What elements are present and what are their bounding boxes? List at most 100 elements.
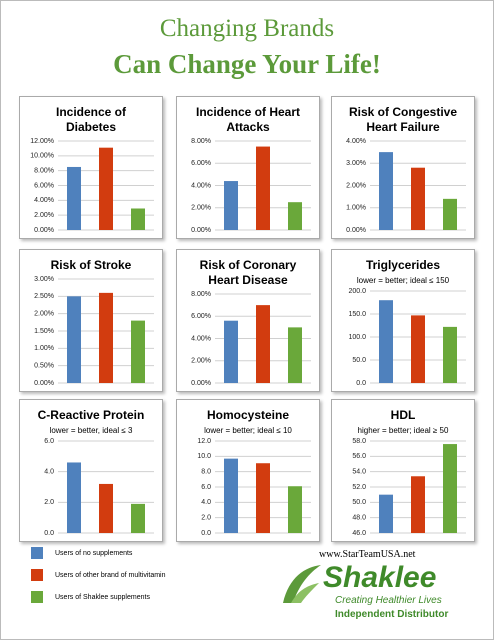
y-tick-label: 4.0 <box>201 499 211 506</box>
brand: Shaklee <box>323 561 437 594</box>
chart: 46.0 48.0 50.0 52.0 54.0 56.0 58.0 <box>352 438 466 537</box>
chart-panel: Risk of Stroke 0.00% 0.50% 1.00% 1.50% 2.00% 2… <box>19 249 163 392</box>
bar <box>131 320 145 383</box>
y-tick-label: 200.0 <box>348 288 366 295</box>
chart-title: Risk of Coronary Heart Disease <box>199 258 297 287</box>
y-tick-label: 1.00% <box>34 345 54 352</box>
legend-swatch <box>31 569 43 581</box>
y-tick-label: 2.00% <box>346 182 366 189</box>
bar <box>67 462 81 533</box>
bar <box>224 181 238 230</box>
bar <box>224 320 238 383</box>
bar <box>443 444 457 533</box>
chart-title: Incidence of Heart Attacks <box>195 105 301 134</box>
bar <box>67 296 81 383</box>
y-tick-label: 2.0 <box>201 515 211 522</box>
y-tick-label: 12.00% <box>30 138 54 145</box>
y-tick-label: 50.0 <box>352 357 366 364</box>
bar <box>411 167 425 230</box>
chart-title: HDL <box>390 408 416 422</box>
y-tick-label: 6.00% <box>34 182 54 189</box>
y-tick-label: 10.0 <box>197 453 211 460</box>
y-tick-label: 8.00% <box>191 291 211 298</box>
chart-panel: Risk of Congestive Heart Failure 0.00% 1.0… <box>331 96 475 239</box>
y-tick-label: 8.0 <box>201 469 211 476</box>
chart-panel: Incidence of Diabetes 0.00% 2.00% 4.00% 6.00… <box>19 96 163 239</box>
y-tick-label: 6.0 <box>201 484 211 491</box>
y-tick-label: 6.0 <box>44 438 54 445</box>
bar <box>379 300 393 383</box>
bar <box>256 305 270 383</box>
chart: 0.0 2.0 4.0 6.0 <box>44 438 154 537</box>
bar <box>67 166 81 230</box>
chart-subtitle: lower = better, ideal ≤ 3 <box>49 426 133 435</box>
y-tick-label: 0.0 <box>44 530 54 537</box>
legend-swatch <box>31 591 43 603</box>
y-tick-label: 1.50% <box>34 328 54 335</box>
y-tick-label: 3.00% <box>346 160 366 167</box>
role: Independent Distributor <box>335 609 449 620</box>
chart-title: Incidence of Diabetes <box>55 105 126 134</box>
y-tick-label: 2.00% <box>191 358 211 365</box>
chart: 0.0 50.0 100.0 150.0 200.0 <box>348 288 466 387</box>
chart-subtitle: higher = better; ideal ≥ 50 <box>357 426 449 435</box>
y-tick-label: 100.0 <box>348 334 366 341</box>
bar <box>411 315 425 383</box>
y-tick-label: 4.0 <box>44 469 54 476</box>
chart-title: C-Reactive Protein <box>37 408 145 422</box>
y-tick-label: 2.00% <box>191 205 211 212</box>
legend-label: Users of other brand of multivitamin <box>55 571 166 579</box>
legend-item: Users of Shaklee supplements <box>31 591 150 603</box>
chart-title: Triglycerides <box>365 258 441 272</box>
bar <box>288 327 302 383</box>
chart-panel: HDL higher = better; ideal ≥ 50 46.0 48.0 50… <box>331 399 475 542</box>
y-tick-label: 0.0 <box>201 530 211 537</box>
chart: 0.00% 2.00% 4.00% 6.00% 8.00% 10.00% 12.00% <box>30 138 154 234</box>
bar <box>99 292 113 383</box>
y-tick-label: 4.00% <box>191 335 211 342</box>
y-tick-label: 8.00% <box>191 138 211 145</box>
bar <box>131 503 145 533</box>
y-tick-label: 2.00% <box>34 212 54 219</box>
y-tick-label: 0.00% <box>191 380 211 387</box>
chart: 0.00% 1.00% 2.00% 3.00% 4.00% <box>346 138 466 234</box>
bar <box>256 463 270 533</box>
y-tick-label: 48.0 <box>352 515 366 522</box>
bar <box>411 476 425 533</box>
y-tick-label: 2.0 <box>44 499 54 506</box>
bar <box>256 146 270 230</box>
legend-item: Users of other brand of multivitamin <box>31 569 166 581</box>
y-tick-label: 6.00% <box>191 160 211 167</box>
y-tick-label: 4.00% <box>346 138 366 145</box>
y-tick-label: 0.50% <box>34 363 54 370</box>
chart: 0.00% 0.50% 1.00% 1.50% 2.00% 2.50% 3.00% <box>34 276 154 387</box>
bar <box>288 486 302 533</box>
bar <box>443 326 457 383</box>
tagline: Creating Healthier Lives <box>335 595 442 606</box>
y-tick-label: 46.0 <box>352 530 366 537</box>
y-tick-label: 0.0 <box>356 380 366 387</box>
y-tick-label: 0.00% <box>34 227 54 234</box>
y-tick-label: 56.0 <box>352 453 366 460</box>
chart-panel: Triglycerides lower = better; ideal ≤ 150… <box>331 249 475 392</box>
y-tick-label: 54.0 <box>352 469 366 476</box>
bar <box>443 198 457 230</box>
y-tick-label: 12.0 <box>197 438 211 445</box>
bar <box>99 483 113 533</box>
subtitle: Can Change Your Life! <box>113 49 381 79</box>
chart-panel: Risk of Coronary Heart Disease 0.00% 2.00%… <box>176 249 320 392</box>
y-tick-label: 8.00% <box>34 168 54 175</box>
y-tick-label: 0.00% <box>34 380 54 387</box>
chart-panel: Incidence of Heart Attacks 0.00% 2.00% 4.00… <box>176 96 320 239</box>
chart-title: Risk of Stroke <box>50 258 132 272</box>
legend-item: Users of no supplements <box>31 547 132 559</box>
title: Changing Brands <box>159 15 335 42</box>
y-tick-label: 6.00% <box>191 313 211 320</box>
y-tick-label: 50.0 <box>352 499 366 506</box>
bar <box>224 458 238 533</box>
bar <box>288 202 302 230</box>
bar <box>99 147 113 230</box>
url: www.StarTeamUSA.net <box>319 549 416 560</box>
bar <box>131 208 145 230</box>
bar <box>379 494 393 533</box>
